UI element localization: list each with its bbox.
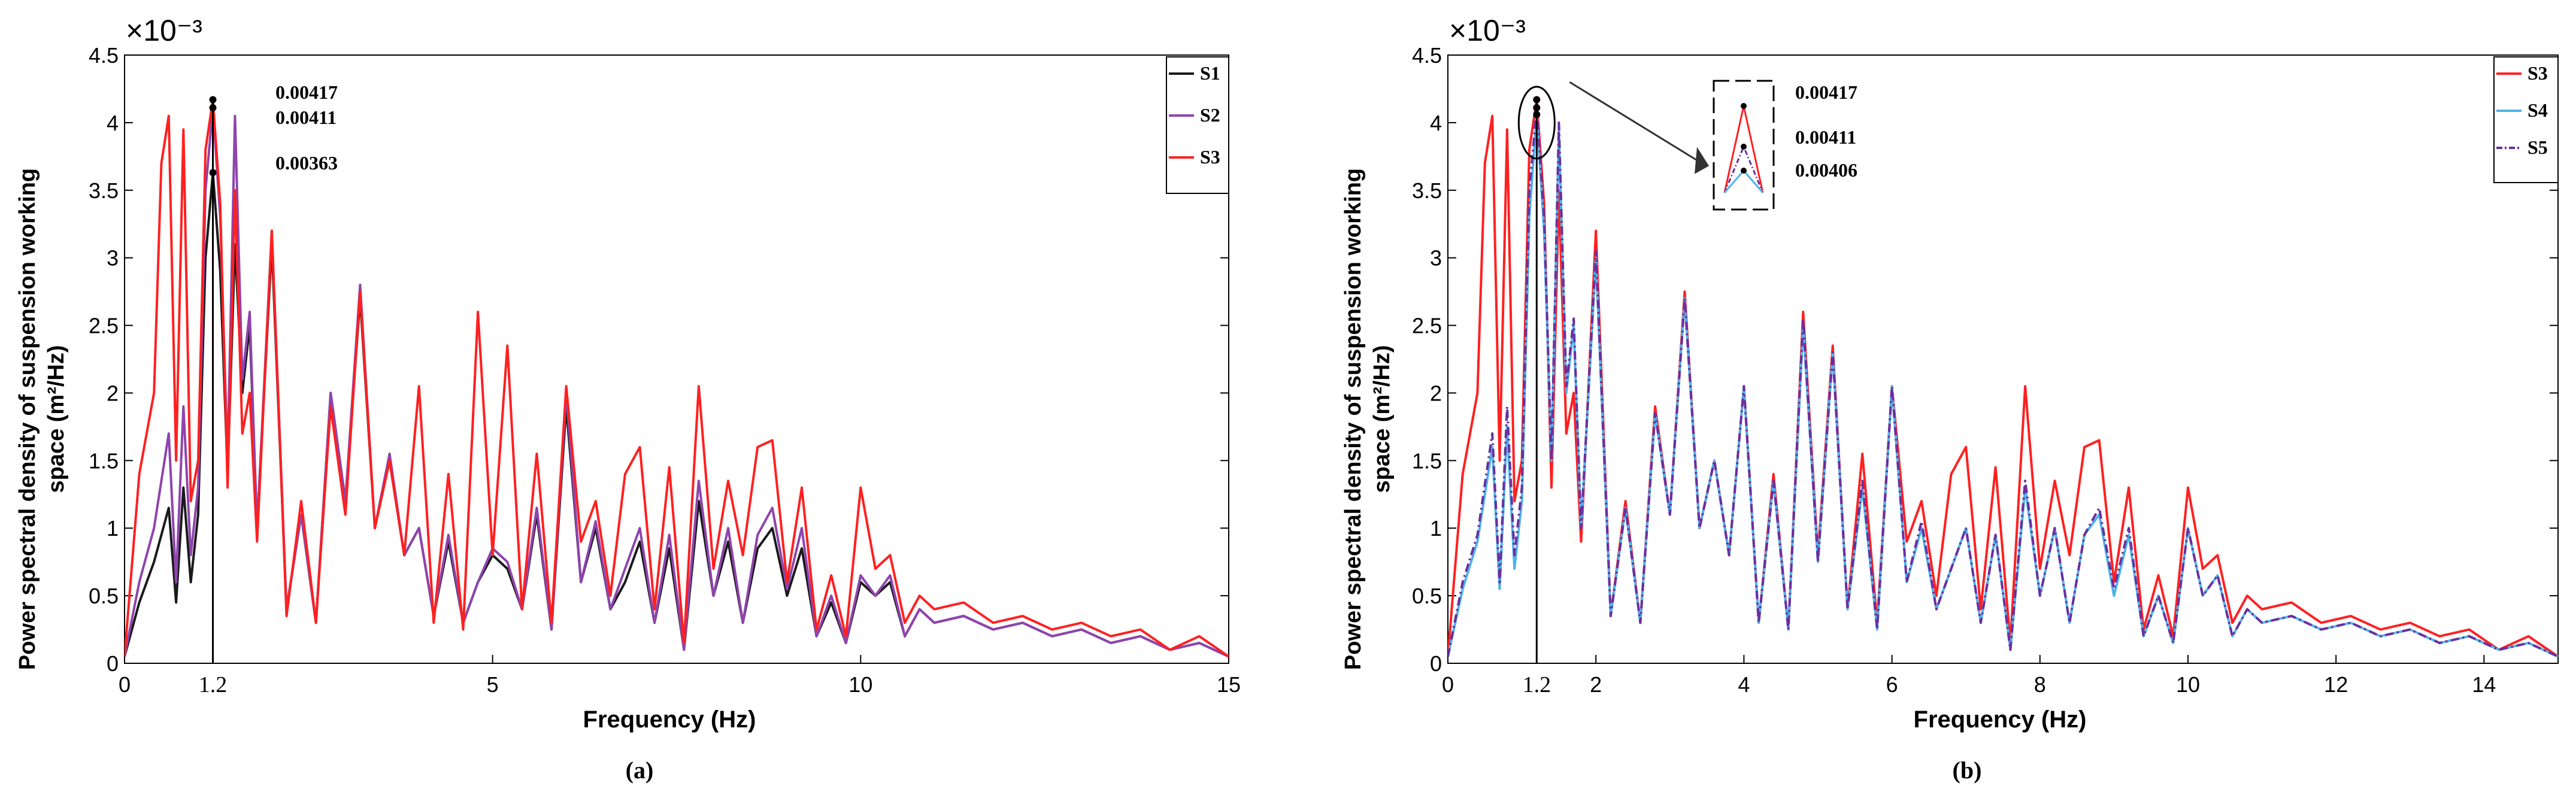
peak-point-a — [209, 169, 217, 177]
y-axis-label-line1-b: Power spectral density of suspension wor… — [1341, 168, 1366, 670]
x-tick-label-a: 10 — [848, 672, 872, 697]
x-tick-label-a: 15 — [1217, 672, 1241, 697]
plot-frame-b — [1447, 54, 2559, 664]
x-axis-label-b: Frequency (Hz) — [1914, 706, 2087, 733]
inset-peak-line — [1723, 144, 1764, 193]
y-tick-label-b: 0.5 — [1412, 584, 1442, 608]
legend-box-a — [1166, 56, 1229, 194]
y-tick-label-a: 4.5 — [89, 43, 119, 68]
x-tick-label-b: 8 — [2034, 672, 2046, 697]
legend-box-b — [2493, 56, 2559, 183]
peak-label-b: 0.00411 — [1795, 126, 1856, 148]
y-tick-label-a: 1.5 — [89, 448, 119, 473]
peak-label-b: 0.00406 — [1795, 159, 1857, 181]
y-tick-label-b: 1.5 — [1412, 448, 1442, 473]
legend-label-s3-a: S3 — [1200, 146, 1220, 168]
x-tick-label-b: 6 — [1886, 672, 1898, 697]
y-tick-label-a: 0.5 — [89, 584, 119, 608]
peak-point-b — [1533, 96, 1541, 104]
peak-point-a — [209, 96, 217, 104]
y-tick-label-a: 2.5 — [89, 314, 119, 338]
x-tick-label-a: 5 — [487, 672, 499, 697]
y-axis-label-b: Power spectral density of suspension wor… — [1341, 168, 1395, 670]
y-tick-label-b: 1 — [1430, 516, 1442, 541]
y-axis-label-line2-b: space (m²/Hz) — [1369, 345, 1395, 493]
panel-label-b: (b) — [1953, 757, 1982, 784]
series-line-s5-b — [1448, 107, 2558, 658]
series-group-a — [125, 98, 1229, 658]
chart-panel-a: ×10⁻³ Power spectral density of suspensi… — [15, 14, 1241, 784]
x-tick-label-b: 4 — [1738, 672, 1750, 697]
legend-label-s1-a: S1 — [1200, 62, 1220, 84]
plot-area-a: 0 0.5 1 1.5 2 2.5 3 3.5 4 4.5 0 5 10 15 1.2 0.00417 0.00… — [89, 43, 1241, 697]
x-tick-label-b: 2 — [1590, 672, 1602, 697]
y-tick-label-b: 4 — [1430, 111, 1442, 135]
x-tick-label-b: 10 — [2176, 672, 2200, 697]
plot-frame-a — [124, 54, 1229, 664]
peak-label-a: 0.00417 — [275, 81, 338, 103]
y-tick-label-b: 3.5 — [1412, 178, 1442, 203]
peak-highlight-ellipse — [1517, 86, 1556, 160]
inset-peak-point — [1741, 144, 1747, 150]
peak-point-b — [1533, 111, 1541, 119]
y-tick-label-a: 1 — [107, 516, 119, 541]
x-axis-label-a: Frequency (Hz) — [583, 706, 756, 733]
peak-label-a: 0.00411 — [275, 107, 337, 128]
y-tick-label-b: 0 — [1430, 651, 1442, 676]
y-axis-label-line2-a: space (m²/Hz) — [44, 345, 69, 493]
x-tick-label-b: 0 — [1442, 672, 1454, 697]
exponent-label-b: ×10⁻³ — [1449, 14, 1526, 47]
zoom-arrow-head — [1695, 147, 1709, 174]
peak-point-b — [1533, 104, 1541, 112]
legend-a: S1 S2 S3 — [1166, 56, 1229, 194]
legend-label-s3-b: S3 — [2527, 62, 2548, 84]
peak-point-a — [209, 104, 217, 112]
legend-label-s5-b: S5 — [2527, 136, 2548, 158]
zoom-arrow — [1569, 81, 1702, 164]
peak-label-a: 0.00363 — [275, 152, 338, 174]
series-group-b — [1448, 98, 2558, 658]
y-axis-label-a: Power spectral density of suspension wor… — [15, 168, 69, 670]
y-tick-label-a: 4 — [107, 111, 119, 135]
y-tick-label-a: 2 — [107, 381, 119, 405]
legend-b: S3 S4 S5 — [2493, 56, 2559, 183]
y-tick-label-a: 0 — [107, 651, 119, 676]
peak-zoom-inset — [1517, 80, 1775, 211]
series-line-s3-a — [125, 98, 1229, 658]
y-tick-label-b: 2 — [1430, 381, 1442, 405]
y-tick-label-b: 4.5 — [1412, 43, 1442, 68]
y-tick-label-a: 3.5 — [89, 178, 119, 203]
chart-panel-b: ×10⁻³ Power spectral density of suspensi… — [1341, 14, 2559, 784]
exponent-label-a: ×10⁻³ — [126, 14, 202, 47]
x-tick-label-b: 14 — [2472, 672, 2496, 697]
legend-label-s2-a: S2 — [1200, 104, 1220, 126]
y-tick-label-b: 3 — [1430, 246, 1442, 271]
panel-label-a: (a) — [626, 757, 654, 784]
inset-peak-point — [1741, 168, 1747, 174]
x-tick-label-extra-b: 1.2 — [1523, 672, 1551, 697]
x-tick-label-extra-a: 1.2 — [199, 672, 228, 697]
plot-area-b: 0 0.5 1 1.5 2 2.5 3 3.5 4 4.5 0 2 4 6 8 10 12 14 1.2 0.0041… — [1412, 43, 2559, 697]
inset-peak-point — [1741, 103, 1747, 109]
y-tick-label-a: 3 — [107, 246, 119, 271]
legend-label-s4-b: S4 — [2527, 99, 2548, 121]
x-tick-label-b: 12 — [2324, 672, 2348, 697]
x-tick-label-a: 0 — [119, 672, 131, 697]
peak-label-b: 0.00417 — [1795, 81, 1857, 103]
y-axis-label-line1-a: Power spectral density of suspension wor… — [15, 168, 40, 670]
y-tick-label-b: 2.5 — [1412, 314, 1442, 338]
